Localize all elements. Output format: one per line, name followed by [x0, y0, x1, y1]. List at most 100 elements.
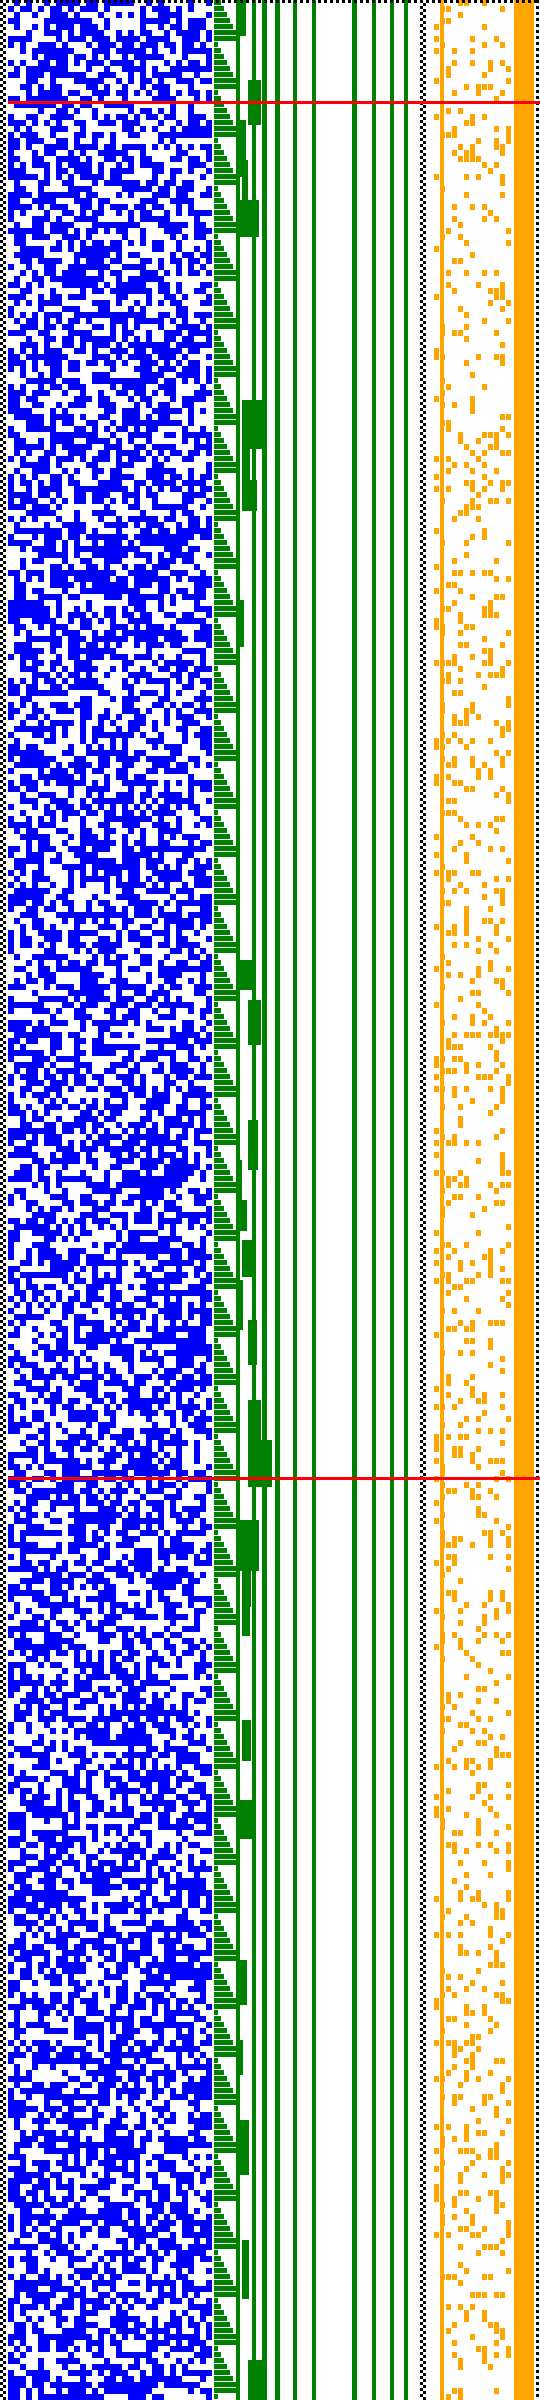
noise-cell: [116, 1434, 122, 1440]
noise-cell: [110, 1380, 116, 1386]
noise-cell: [170, 1116, 176, 1122]
noise-cell: [68, 222, 74, 228]
noise-cell: [164, 210, 170, 216]
noise-cell: [140, 810, 146, 816]
noise-cell: [8, 756, 14, 762]
noise-cell: [8, 1254, 14, 1260]
noise-cell: [122, 564, 128, 570]
noise-cell: [158, 372, 164, 378]
noise-cell: [128, 828, 134, 834]
noise-cell: [14, 1350, 20, 1356]
noise-cell: [182, 192, 188, 198]
noise-cell: [206, 144, 212, 150]
noise-cell: [32, 852, 38, 858]
noise-cell: [152, 918, 158, 924]
noise-cell: [146, 1140, 152, 1146]
noise-cell: [182, 1542, 188, 1548]
noise-cell: [206, 1308, 212, 1314]
noise-cell: [86, 444, 92, 450]
noise-cell: [134, 726, 140, 732]
noise-cell: [206, 798, 212, 804]
noise-cell: [200, 744, 206, 750]
noise-cell: [20, 162, 26, 168]
noise-cell: [50, 564, 56, 570]
noise-cell: [62, 546, 68, 552]
noise-cell: [98, 726, 104, 732]
noise-cell: [116, 1032, 122, 1038]
noise-cell: [194, 564, 200, 570]
noise-cell: [56, 1398, 62, 1404]
noise-cell: [176, 1212, 182, 1218]
noise-cell: [14, 744, 20, 750]
noise-cell: [194, 846, 200, 852]
noise-cell: [188, 156, 194, 162]
noise-cell: [80, 1074, 86, 1080]
noise-cell: [158, 1152, 164, 1158]
noise-cell: [44, 1224, 50, 1230]
noise-cell: [134, 630, 140, 636]
noise-cell: [188, 672, 194, 678]
noise-cell: [98, 1518, 104, 1524]
noise-cell: [206, 1350, 212, 1356]
noise-cell: [164, 912, 170, 918]
noise-cell: [116, 936, 122, 942]
noise-cell: [38, 492, 44, 498]
noise-cell: [176, 1380, 182, 1386]
noise-cell: [116, 1158, 122, 1164]
noise-cell: [14, 1278, 20, 1284]
noise-cell: [104, 588, 110, 594]
noise-cell: [206, 366, 212, 372]
noise-cell: [80, 144, 86, 150]
noise-cell: [188, 264, 194, 270]
noise-cell: [164, 6, 170, 12]
noise-cell: [8, 708, 14, 714]
noise-cell: [68, 1248, 74, 1254]
noise-cell: [92, 1116, 98, 1122]
noise-cell: [104, 714, 110, 720]
noise-cell: [104, 408, 110, 414]
noise-cell: [176, 1572, 182, 1578]
noise-cell: [158, 342, 164, 348]
noise-cell: [134, 384, 140, 390]
noise-cell: [80, 1542, 86, 1548]
noise-cell: [44, 726, 50, 732]
noise-cell: [164, 1296, 170, 1302]
noise-cell: [98, 618, 104, 624]
noise-cell: [104, 144, 110, 150]
noise-cell: [92, 1098, 98, 1104]
noise-cell: [140, 900, 146, 906]
noise-cell: [44, 756, 50, 762]
noise-cell: [158, 1098, 164, 1104]
noise-cell: [104, 1260, 110, 1266]
noise-cell: [80, 78, 86, 84]
noise-cell: [176, 576, 182, 582]
noise-cell: [194, 1164, 200, 1170]
noise-cell: [140, 1548, 146, 1554]
noise-cell: [158, 1404, 164, 1410]
noise-cell: [134, 1218, 140, 1224]
noise-cell: [44, 540, 50, 546]
noise-cell: [26, 858, 32, 864]
noise-cell: [164, 1074, 170, 1080]
noise-cell: [122, 150, 128, 156]
noise-cell: [56, 474, 62, 480]
noise-cell: [134, 876, 140, 882]
noise-cell: [158, 822, 164, 828]
noise-cell: [200, 78, 206, 84]
noise-cell: [152, 1452, 158, 1458]
noise-cell: [146, 420, 152, 426]
noise-cell: [86, 330, 92, 336]
noise-cell: [50, 666, 56, 672]
noise-cell: [152, 690, 158, 696]
noise-cell: [80, 1554, 86, 1560]
noise-cell: [50, 144, 56, 150]
noise-cell: [56, 576, 62, 582]
noise-cell: [20, 1260, 26, 1266]
noise-cell: [200, 66, 206, 72]
noise-cell: [158, 1260, 164, 1266]
noise-cell: [170, 558, 176, 564]
noise-cell: [68, 594, 74, 600]
noise-cell: [8, 150, 14, 156]
noise-cell: [32, 312, 38, 318]
noise-cell: [32, 678, 38, 684]
